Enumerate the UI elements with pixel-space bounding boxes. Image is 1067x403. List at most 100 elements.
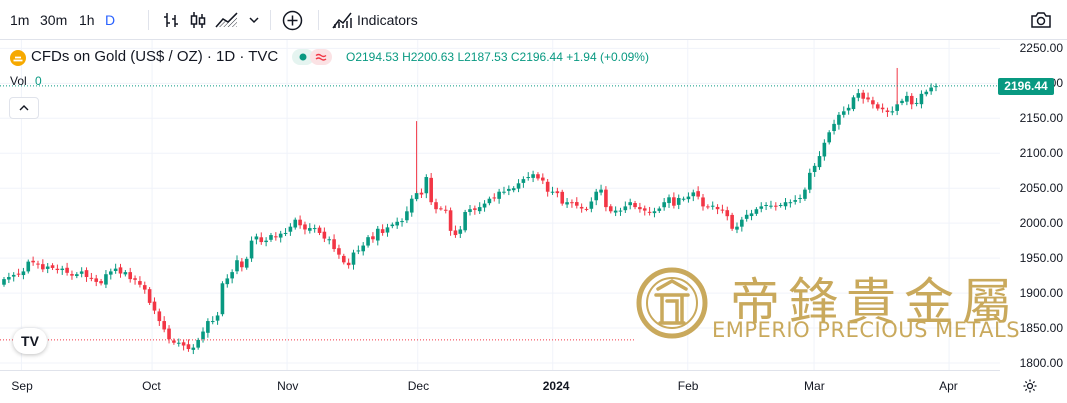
candle-body — [448, 210, 453, 231]
candle-body — [230, 272, 234, 279]
candle-body — [356, 250, 361, 252]
candle-body — [269, 235, 273, 240]
candle-body — [235, 260, 239, 272]
candle-body — [274, 236, 278, 238]
bar-chart-type-icon[interactable] — [161, 10, 181, 30]
candle-body — [41, 264, 45, 270]
interval-1m-button[interactable]: 1m — [10, 12, 30, 28]
add-compare-icon[interactable] — [282, 10, 303, 31]
candle-body — [21, 271, 26, 276]
time-tick-label: Oct — [142, 379, 161, 393]
candle-body — [613, 210, 618, 213]
candle-body — [463, 211, 467, 231]
candle-body — [409, 198, 414, 213]
candle-body — [84, 270, 89, 278]
settings-gear-icon[interactable] — [1022, 378, 1038, 394]
candle-body — [866, 97, 870, 100]
candle-chart-type-icon[interactable] — [188, 10, 208, 30]
candle-body — [832, 123, 836, 132]
candle-body — [176, 342, 181, 344]
candle-body — [317, 227, 322, 233]
collapse-legend-button[interactable] — [9, 97, 39, 119]
interval-d-button[interactable]: D — [105, 12, 116, 28]
interval-1h-button[interactable]: 1h — [79, 12, 95, 28]
candle-body — [361, 245, 366, 252]
price-tick-label: 2100.00 — [1019, 146, 1063, 161]
candle-body — [215, 315, 220, 321]
candle-body — [574, 202, 579, 206]
candle-body — [764, 205, 768, 206]
candle-body — [701, 197, 705, 207]
candle-body — [414, 193, 419, 200]
candle-body — [511, 188, 516, 191]
high-value: H2200.63 — [402, 50, 455, 64]
market-status-dot-icon — [292, 49, 314, 65]
chevron-down-icon[interactable] — [248, 14, 260, 26]
candle-body — [11, 274, 16, 277]
indicators-icon[interactable] — [331, 10, 353, 30]
candle-body — [293, 219, 298, 228]
candle-body — [769, 205, 773, 207]
watermark-chinese: 帝鋒貴金屬 — [730, 273, 1020, 331]
candle-body — [841, 111, 846, 115]
candle-body — [710, 205, 715, 207]
candle-body — [536, 174, 540, 179]
candle-body — [715, 206, 720, 210]
candle-body — [560, 191, 565, 204]
candle-body — [875, 104, 880, 109]
candle-body — [526, 177, 531, 179]
candle-body — [686, 196, 691, 200]
candle-body — [924, 91, 929, 95]
candle-body — [720, 209, 725, 211]
symbol-title[interactable]: CFDs on Gold (US$ / OZ) · 1D · TVC — [31, 48, 279, 65]
candle-body — [531, 174, 535, 178]
candle-body — [337, 248, 341, 255]
candle-body — [94, 278, 99, 282]
time-axis[interactable]: Sep Oct Nov Dec 2024 Feb Mar Apr — [0, 370, 1000, 403]
candle-body — [453, 230, 458, 236]
candle-body — [439, 208, 443, 210]
price-tick-label: 1850.00 — [1019, 321, 1063, 336]
candle-body — [740, 219, 744, 227]
candle-body — [424, 177, 429, 194]
candle-body — [380, 229, 385, 233]
volume-value: 0 — [35, 74, 42, 88]
candle-body — [434, 202, 438, 210]
candle-body — [895, 104, 899, 111]
candle-body — [827, 132, 832, 143]
candle-body — [905, 95, 909, 102]
candle-body — [375, 228, 380, 241]
candle-body — [298, 219, 302, 226]
candle-body — [788, 202, 793, 204]
change-value: +1.94 (+0.09%) — [566, 50, 649, 64]
price-tick-label: 1800.00 — [1019, 356, 1063, 370]
candle-body — [647, 211, 652, 213]
candle-body — [366, 237, 370, 246]
interval-30m-button[interactable]: 30m — [40, 12, 68, 28]
camera-snapshot-icon[interactable] — [1030, 11, 1052, 29]
candle-body — [395, 221, 399, 226]
area-chart-type-icon[interactable] — [215, 10, 239, 30]
candle-body — [676, 198, 681, 205]
candle-body — [846, 107, 851, 111]
candle-body — [871, 100, 875, 105]
tradingview-logo[interactable]: TV — [13, 328, 47, 354]
toolbar-divider — [148, 10, 149, 30]
candle-body — [108, 271, 113, 275]
indicators-button[interactable]: Indicators — [357, 12, 418, 28]
candle-body — [55, 268, 60, 271]
candle-body — [351, 252, 356, 265]
candle-body — [220, 283, 225, 315]
chart-pane[interactable] — [0, 40, 1000, 370]
ohlc-values: O2194.53 H2200.63 L2187.53 C2196.44 +1.9… — [346, 50, 649, 64]
watermark-english: EMPERIO PRECIOUS METALS — [712, 318, 1021, 342]
candle-body — [26, 261, 31, 272]
candle-body — [60, 268, 65, 271]
candle-body — [550, 191, 555, 193]
candle-body — [99, 281, 103, 284]
time-tick-label: Sep — [11, 379, 33, 393]
candle-body — [706, 206, 710, 208]
candle-body — [482, 203, 487, 208]
candle-body — [759, 206, 764, 209]
last-price-label: 2196.44 — [998, 77, 1054, 95]
